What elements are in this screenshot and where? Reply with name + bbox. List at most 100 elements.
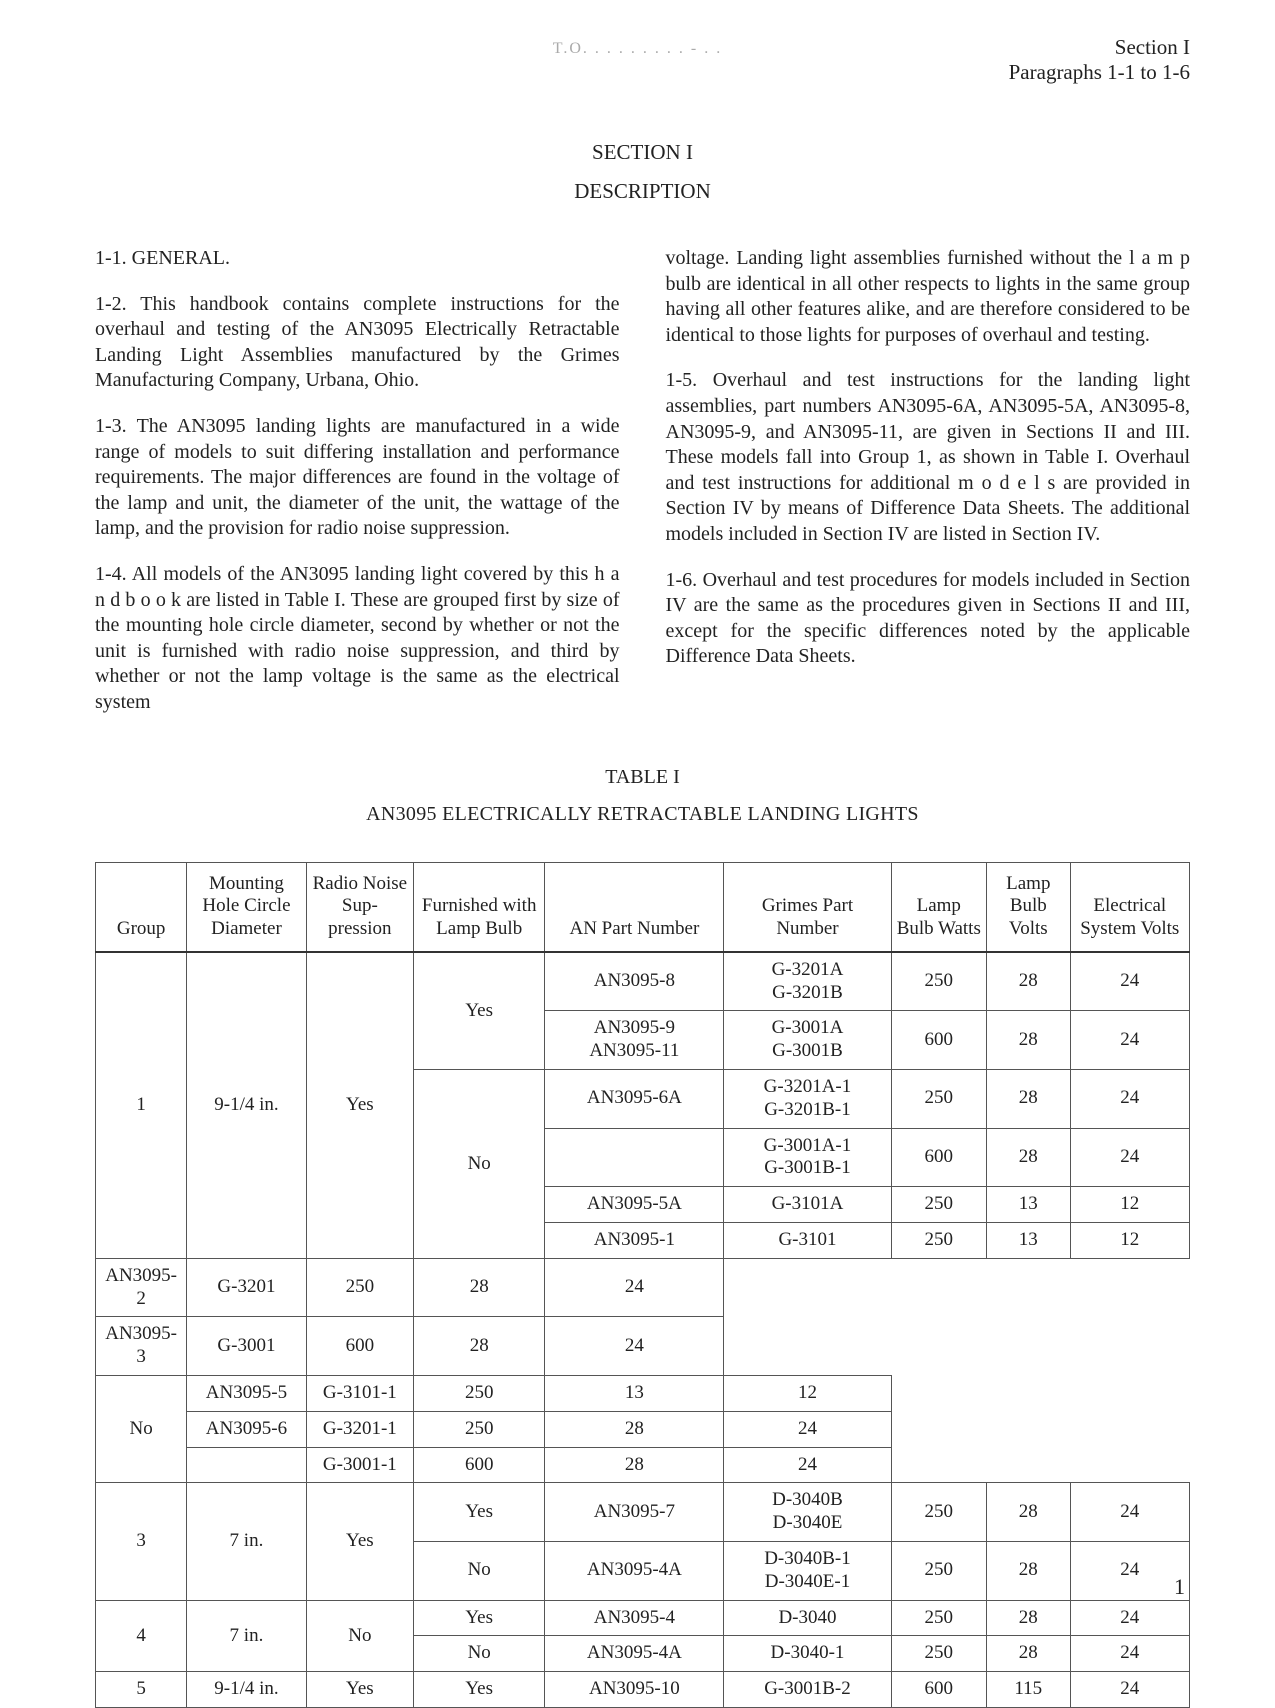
cell-bulb: No (414, 1636, 545, 1672)
cell-bvolts: 28 (987, 1636, 1071, 1672)
cell-bvolts: 28 (545, 1411, 724, 1447)
cell-bulb: No (414, 1542, 545, 1601)
cell-bulb: Yes (414, 1600, 545, 1636)
cell-grimes: G-3001B-2 (724, 1672, 891, 1708)
cell-bulb: Yes (414, 1483, 545, 1542)
cell-an: AN3095-3 (96, 1317, 187, 1376)
col-grimes: Grimes Part Number (724, 862, 891, 952)
table-title: AN3095 ELECTRICALLY RETRACTABLE LANDING … (95, 803, 1190, 826)
para-1-6: Overhaul and test procedures for models … (666, 569, 1191, 668)
cell-svolts: 12 (1070, 1223, 1189, 1259)
cell-watts: 600 (891, 1011, 986, 1070)
cell-grimes: G-3001A-1G-3001B-1 (724, 1128, 891, 1187)
cell-an (187, 1447, 306, 1483)
cell-grimes: G-3001 (187, 1317, 306, 1376)
table-row: AN3095-3G-30016002824 (96, 1317, 1190, 1376)
cell-an: AN3095-2 (96, 1258, 187, 1317)
cell-group: 4 (96, 1600, 187, 1672)
page-number: 1 (1174, 1574, 1185, 1600)
cell-bvolts: 28 (987, 1011, 1071, 1070)
cell-an: AN3095-1 (545, 1223, 724, 1259)
cell-grimes: G-3101-1 (306, 1376, 413, 1412)
cell-group: 1 (96, 952, 187, 1258)
cell-an: AN3095-4 (545, 1600, 724, 1636)
cell-bvolts: 115 (987, 1672, 1071, 1708)
cell-watts: 250 (891, 1070, 986, 1129)
cell-grimes: D-3040BD-3040E (724, 1483, 891, 1542)
cell-watts: 250 (891, 1636, 986, 1672)
cell-watts: 250 (891, 1187, 986, 1223)
cell-bvolts: 28 (414, 1317, 545, 1376)
col-an: AN Part Number (545, 862, 724, 952)
col-dia: Mounting Hole Circle Diameter (187, 862, 306, 952)
cell-rns: Yes (306, 952, 413, 1258)
cell-grimes: D-3040 (724, 1600, 891, 1636)
para-1-5-head: 1-5. (666, 369, 713, 391)
cell-bvolts: 28 (987, 1128, 1071, 1187)
cell-watts: 600 (891, 1672, 986, 1708)
cell-bvolts: 28 (987, 952, 1071, 1011)
cell-dia: 7 in. (187, 1600, 306, 1672)
table-row: AN3095-2G-32012502824 (96, 1258, 1190, 1317)
table-row: NoAN3095-5G-3101-12501312 (96, 1376, 1190, 1412)
landing-lights-table: Group Mounting Hole Circle Diameter Radi… (95, 862, 1190, 1708)
body-text: 1-1. GENERAL. 1-2.This handbook contains… (95, 246, 1190, 716)
cell-an: AN3095-6 (187, 1411, 306, 1447)
header-paragraphs: Paragraphs 1-1 to 1-6 (95, 60, 1190, 85)
cell-svolts: 24 (1070, 1600, 1189, 1636)
cell-dia: 9-1/4 in. (187, 1672, 306, 1708)
cell-watts: 250 (891, 1600, 986, 1636)
cell-svolts: 24 (1070, 1128, 1189, 1187)
cell-grimes: G-3201-1 (306, 1411, 413, 1447)
table-row: 59-1/4 in.YesYesAN3095-10G-3001B-2600115… (96, 1672, 1190, 1708)
col-rns: Radio Noise Sup-pression (306, 862, 413, 952)
cell-svolts: 24 (1070, 952, 1189, 1011)
cell-an: AN3095-4A (545, 1636, 724, 1672)
cell-watts: 250 (891, 952, 986, 1011)
table-header-row: Group Mounting Hole Circle Diameter Radi… (96, 862, 1190, 952)
cell-bvolts: 28 (987, 1600, 1071, 1636)
cell-watts: 250 (891, 1542, 986, 1601)
col-bvolts: Lamp Bulb Volts (987, 862, 1071, 952)
cell-grimes: D-3040B-1D-3040E-1 (724, 1542, 891, 1601)
cell-bvolts: 28 (545, 1447, 724, 1483)
cell-group: 3 (96, 1483, 187, 1600)
table-row: 37 in.YesYesAN3095-7D-3040BD-3040E250282… (96, 1483, 1190, 1542)
cell-svolts: 24 (1070, 1011, 1189, 1070)
cell-bvolts: 28 (987, 1070, 1071, 1129)
cell-an: AN3095-5A (545, 1187, 724, 1223)
cell-svolts: 24 (1070, 1070, 1189, 1129)
cell-svolts: 24 (1070, 1483, 1189, 1542)
cell-rns: No (306, 1600, 413, 1672)
col-group: Group (96, 862, 187, 952)
cell-watts: 250 (306, 1258, 413, 1317)
cell-svolts: 12 (1070, 1187, 1189, 1223)
table-row: 47 in.NoYesAN3095-4D-30402502824 (96, 1600, 1190, 1636)
cell-bulb: Yes (414, 1672, 545, 1708)
para-1-3: The AN3095 landing lights are manufactur… (95, 415, 620, 539)
cell-an: AN3095-6A (545, 1070, 724, 1129)
para-1-3-head: 1-3. (95, 415, 137, 437)
table-row: G-3001-16002824 (96, 1447, 1190, 1483)
para-1-4-head: 1-4. (95, 563, 132, 585)
section-heading: SECTION I (95, 140, 1190, 165)
cell-group: 5 (96, 1672, 187, 1708)
cell-bvolts: 13 (545, 1376, 724, 1412)
col-bulb: Furnished with Lamp Bulb (414, 862, 545, 952)
col-watts: Lamp Bulb Watts (891, 862, 986, 952)
cell-an: AN3095-10 (545, 1672, 724, 1708)
cell-svolts: 24 (545, 1258, 724, 1317)
para-1-4a: All models of the AN3095 landing light c… (95, 563, 620, 713)
cell-watts: 250 (891, 1223, 986, 1259)
cell-watts: 600 (414, 1447, 545, 1483)
cell-watts: 600 (891, 1128, 986, 1187)
cell-grimes: G-3201A-1G-3201B-1 (724, 1070, 891, 1129)
cell-bulb: Yes (414, 952, 545, 1070)
cell-an: AN3095-9AN3095-11 (545, 1011, 724, 1070)
para-1-2-head: 1-2. (95, 293, 140, 315)
cell-dia: 7 in. (187, 1483, 306, 1600)
table-row: AN3095-6G-3201-12502824 (96, 1411, 1190, 1447)
table-number: TABLE I (95, 766, 1190, 789)
cell-bvolts: 13 (987, 1187, 1071, 1223)
cell-rns: Yes (306, 1483, 413, 1600)
